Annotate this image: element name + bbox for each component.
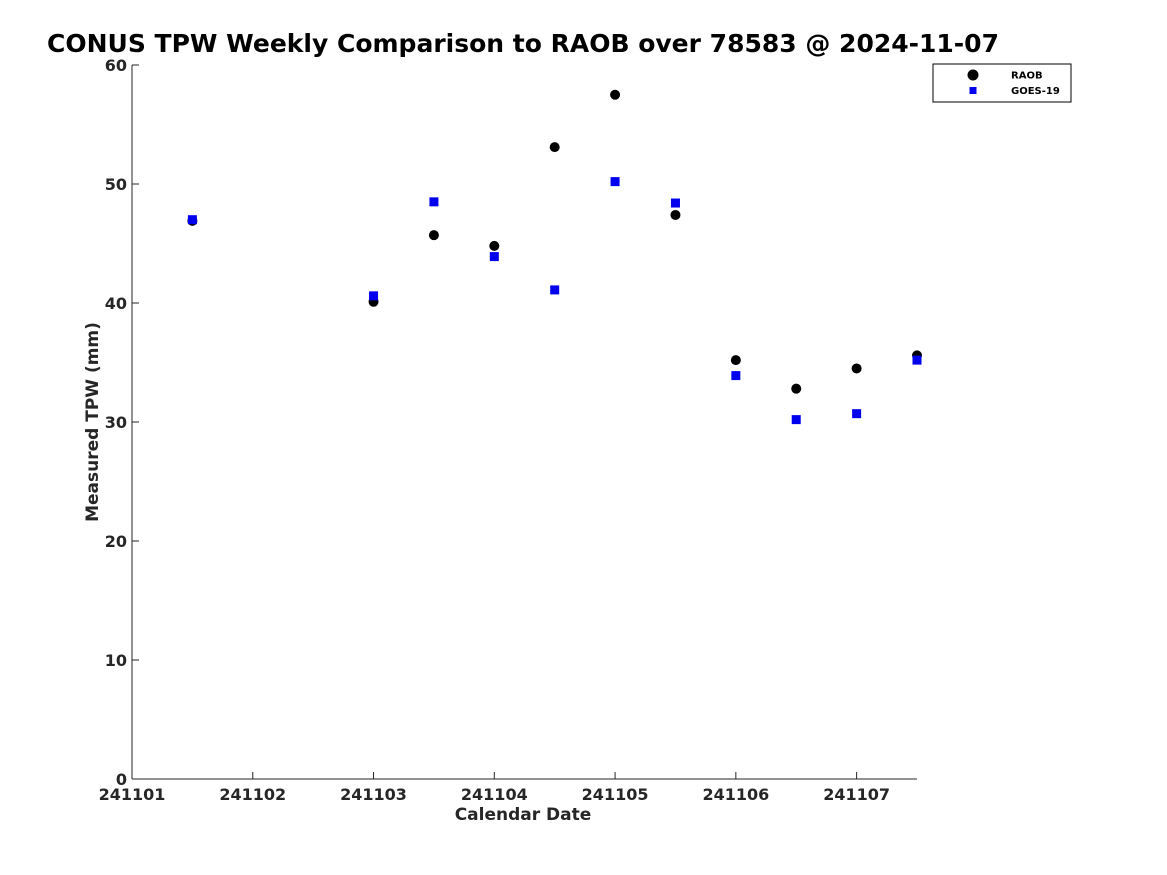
y-tick-label: 60 [105,56,127,75]
raob-point [670,209,681,220]
goes-point [610,177,620,187]
goes-point [670,198,680,208]
goes-point [550,285,560,295]
goes-point [369,291,379,301]
x-tick-label: 241106 [702,785,769,804]
goes-point [912,355,922,365]
legend-marker [969,87,977,94]
goes-point [852,409,862,419]
goes-point [187,215,197,225]
y-tick-label: 10 [105,651,127,670]
raob-point [610,89,621,100]
x-tick-label: 241101 [99,785,166,804]
raob-point [791,383,802,394]
x-tick-label: 241102 [219,785,286,804]
legend-box [932,63,1072,103]
x-tick-label: 241104 [461,785,528,804]
y-tick-label: 40 [105,294,127,313]
y-tick-label: 50 [105,175,127,194]
goes-point [791,415,801,425]
raob-point [489,240,500,251]
raob-point [549,142,560,153]
y-tick-label: 20 [105,532,127,551]
legend-label: GOES-19 [1011,86,1060,97]
raob-point [730,355,741,366]
x-tick-label: 241105 [582,785,649,804]
y-tick-label: 30 [105,413,127,432]
raob-point [851,363,862,374]
y-tick-label: 0 [116,770,127,789]
x-tick-label: 241107 [823,785,890,804]
x-tick-label: 241103 [340,785,407,804]
legend: RAOB GOES-19 [932,63,1072,103]
legend-label: RAOB [1011,71,1043,82]
goes-point [731,371,741,381]
goes-point [429,197,439,207]
raob-point [428,230,439,241]
y-axis-label: Measured TPW (mm) [83,322,103,522]
goes-point [489,252,499,262]
chart-title: CONUS TPW Weekly Comparison to RAOB over… [47,29,999,58]
y-ticks: 0 10 20 30 40 50 60 [105,56,139,789]
data-points [187,89,922,425]
x-ticks: 241101 241102 241103 241104 241105 241106 2411… [99,772,890,804]
legend-marker [967,69,979,81]
x-axis-label: Calendar Date [455,805,592,825]
